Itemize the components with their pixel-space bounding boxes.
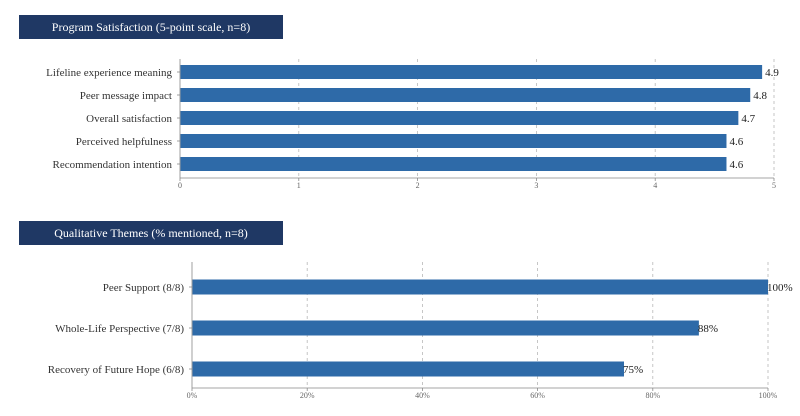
satisfaction-bar bbox=[180, 88, 751, 102]
satisfaction-tick-label: 5 bbox=[772, 181, 776, 190]
satisfaction-value-label: 4.6 bbox=[729, 136, 743, 148]
satisfaction-value-label: 4.8 bbox=[753, 90, 767, 102]
satisfaction-category-label: Peer message impact bbox=[80, 90, 172, 102]
themes-category-label: Peer Support (8/8) bbox=[103, 282, 185, 294]
themes-bar bbox=[192, 279, 768, 295]
themes-category-label: Recovery of Future Hope (6/8) bbox=[48, 364, 185, 376]
themes-tick-label: 0% bbox=[187, 391, 198, 400]
themes-tick-label: 20% bbox=[300, 391, 315, 400]
themes-bar bbox=[192, 361, 624, 377]
satisfaction-bar bbox=[180, 157, 727, 171]
themes-value-label: 75% bbox=[623, 364, 643, 376]
satisfaction-tick-label: 4 bbox=[653, 181, 657, 190]
satisfaction-category-label: Perceived helpfulness bbox=[76, 136, 172, 148]
satisfaction-chart-title: Program Satisfaction (5-point scale, n=8… bbox=[19, 15, 283, 39]
themes-value-label: 88% bbox=[698, 323, 718, 335]
themes-tick-label: 60% bbox=[530, 391, 545, 400]
satisfaction-category-label: Lifeline experience meaning bbox=[46, 67, 172, 79]
satisfaction-tick-label: 3 bbox=[534, 181, 538, 190]
satisfaction-tick-label: 0 bbox=[178, 181, 182, 190]
themes-tick-label: 80% bbox=[645, 391, 660, 400]
satisfaction-category-label: Recommendation intention bbox=[53, 159, 173, 171]
satisfaction-tick-label: 2 bbox=[416, 181, 420, 190]
satisfaction-category-label: Overall satisfaction bbox=[86, 113, 172, 125]
satisfaction-bar bbox=[180, 65, 763, 79]
satisfaction-tick-label: 1 bbox=[297, 181, 301, 190]
satisfaction-bar bbox=[180, 134, 727, 148]
themes-tick-label: 100% bbox=[759, 391, 778, 400]
satisfaction-value-label: 4.7 bbox=[741, 113, 755, 125]
themes-bar bbox=[192, 320, 699, 336]
satisfaction-bar bbox=[180, 111, 739, 125]
themes-chart-title: Qualitative Themes (% mentioned, n=8) bbox=[19, 221, 283, 245]
themes-category-label: Whole-Life Perspective (7/8) bbox=[55, 323, 184, 335]
satisfaction-value-label: 4.9 bbox=[765, 67, 779, 79]
themes-tick-label: 40% bbox=[415, 391, 430, 400]
themes-value-label: 100% bbox=[767, 282, 793, 294]
satisfaction-value-label: 4.6 bbox=[729, 159, 743, 171]
